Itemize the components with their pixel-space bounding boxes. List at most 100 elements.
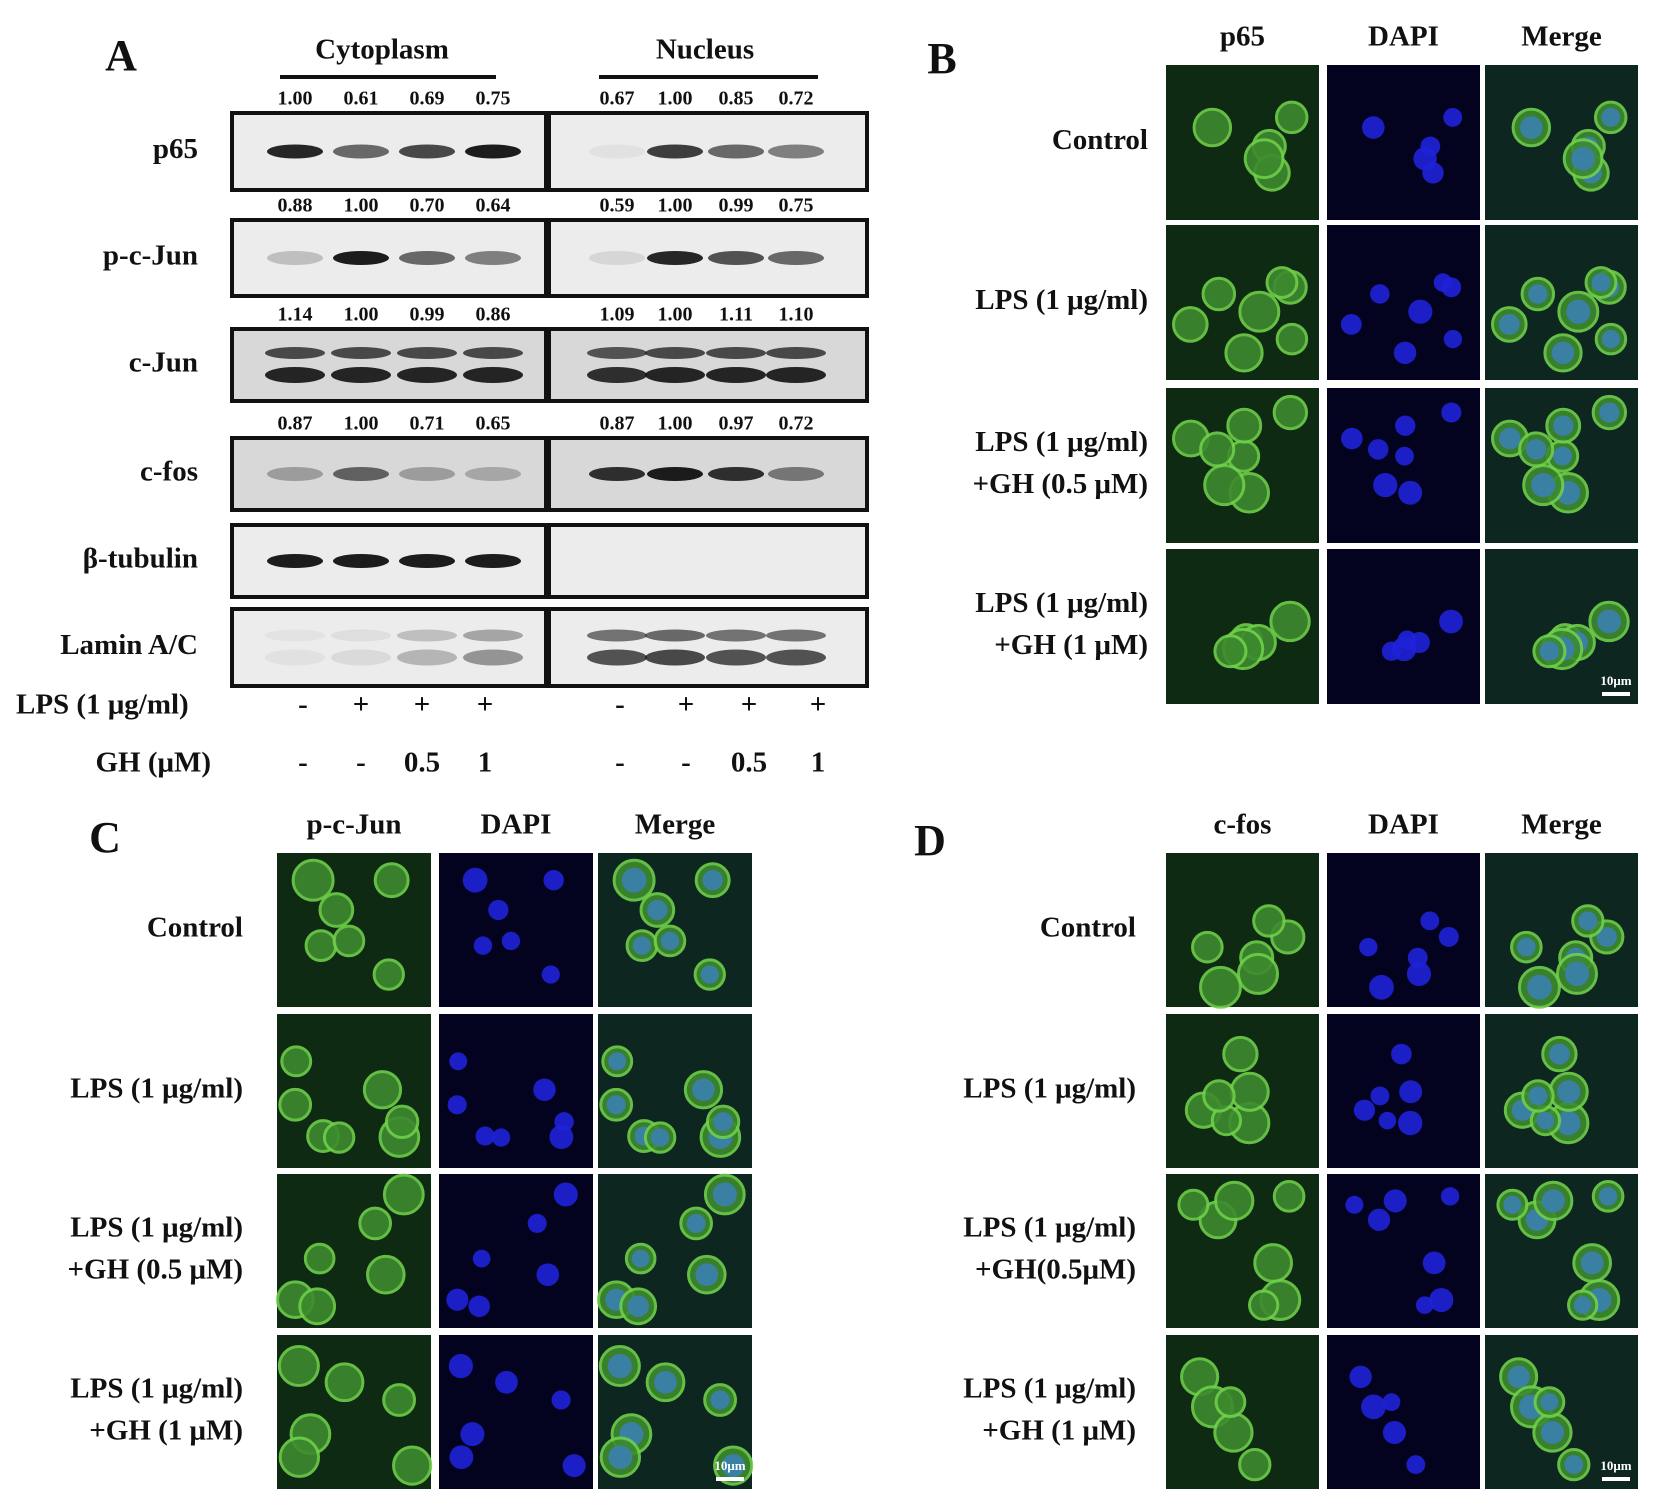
density-value: 1.00	[658, 304, 693, 326]
condition-label: +GH (0.5 μM)	[972, 468, 1148, 500]
blot-box	[230, 327, 548, 403]
band	[399, 251, 455, 265]
band	[265, 347, 325, 359]
blot-box	[547, 523, 869, 599]
nucleus	[1528, 1086, 1548, 1106]
nucleus	[1373, 472, 1398, 498]
blot-box	[547, 607, 869, 688]
density-value: 1.00	[658, 413, 693, 435]
band	[333, 144, 389, 159]
band	[399, 554, 455, 568]
band	[768, 144, 824, 159]
cell	[1199, 431, 1236, 468]
nucleus	[492, 1128, 511, 1147]
nucleus	[631, 1249, 650, 1268]
nucleus	[1596, 926, 1617, 947]
protein-label: β-tubulin	[83, 543, 198, 575]
nucleus	[1406, 1455, 1426, 1474]
condition-label: Control	[1040, 912, 1136, 944]
nucleus	[1517, 937, 1536, 957]
cell	[392, 1445, 433, 1486]
cell	[318, 892, 355, 928]
nucleus	[1381, 641, 1402, 661]
treatment-value: 1	[811, 747, 826, 779]
micrograph	[1327, 853, 1480, 1007]
band	[397, 649, 457, 666]
band	[331, 629, 391, 642]
nucleus	[1507, 1365, 1530, 1389]
nucleus	[1553, 415, 1574, 436]
nucleus	[695, 1263, 719, 1287]
band	[265, 367, 325, 383]
cell	[1201, 276, 1237, 312]
density-value: 1.00	[658, 195, 693, 217]
treatment-value: 1	[478, 747, 493, 779]
density-value: 0.71	[410, 413, 445, 435]
nucleus	[1566, 299, 1591, 324]
micrograph	[1327, 65, 1480, 220]
band	[706, 367, 766, 383]
nucleus	[549, 1125, 574, 1150]
nucleus	[1573, 1296, 1592, 1314]
nucleus	[1413, 146, 1437, 171]
density-value: 1.14	[278, 304, 313, 326]
nucleus	[1539, 641, 1560, 661]
band	[397, 367, 457, 383]
treatment-label: GH (μM)	[96, 747, 212, 779]
nucleus	[468, 1295, 490, 1318]
nucleus	[1503, 1195, 1522, 1214]
cell	[1236, 952, 1280, 995]
nucleus	[606, 1095, 626, 1115]
nucleus	[1601, 329, 1621, 349]
nucleus	[460, 1422, 485, 1447]
nucleus	[1580, 1251, 1604, 1275]
nucleus	[651, 1128, 670, 1147]
cell	[1248, 1289, 1280, 1321]
cell	[322, 1121, 356, 1154]
protein-label: p-c-Jun	[103, 240, 198, 272]
nucleus	[702, 869, 723, 891]
cell	[1222, 1035, 1259, 1073]
column-header: Merge	[635, 809, 716, 841]
protein-label: c-Jun	[129, 347, 198, 379]
density-value: 0.87	[278, 413, 313, 435]
density-value: 0.99	[719, 195, 754, 217]
condition-label: LPS (1 μg/ml)	[70, 1073, 243, 1105]
band	[766, 629, 826, 642]
micrograph	[1166, 65, 1319, 220]
nucleus	[712, 1182, 737, 1207]
band	[706, 347, 766, 359]
protein-label: Lamin A/C	[60, 629, 198, 661]
condition-label: LPS (1 μg/ml)	[963, 1073, 1136, 1105]
band	[645, 347, 705, 359]
band	[465, 144, 521, 159]
nucleus	[1433, 273, 1453, 292]
nucleus	[1383, 1189, 1407, 1213]
band	[463, 367, 523, 383]
condition-label: LPS (1 μg/ml)	[963, 1373, 1136, 1405]
treatment-value: +	[678, 689, 695, 721]
density-value: 1.00	[344, 304, 379, 326]
density-value: 0.69	[410, 88, 445, 110]
nucleus	[1520, 116, 1543, 139]
nucleus	[1549, 1043, 1570, 1065]
nucleus	[1395, 415, 1416, 436]
band	[647, 144, 703, 159]
cell	[1213, 634, 1248, 669]
cell	[1269, 600, 1311, 643]
cell	[1272, 1180, 1306, 1213]
column-header: p-c-Jun	[306, 809, 401, 841]
density-value: 0.61	[344, 88, 379, 110]
nucleus	[1564, 1455, 1584, 1474]
panel-label: D	[914, 816, 946, 865]
band	[333, 251, 389, 265]
density-value: 1.00	[344, 195, 379, 217]
band	[399, 144, 455, 159]
density-value: 0.67	[600, 88, 635, 110]
cell	[298, 1287, 337, 1326]
nucleus	[1361, 1394, 1386, 1420]
nucleus	[1398, 480, 1423, 505]
cell	[1253, 1243, 1293, 1283]
nucleus	[495, 1370, 518, 1394]
nucleus	[1591, 273, 1611, 292]
